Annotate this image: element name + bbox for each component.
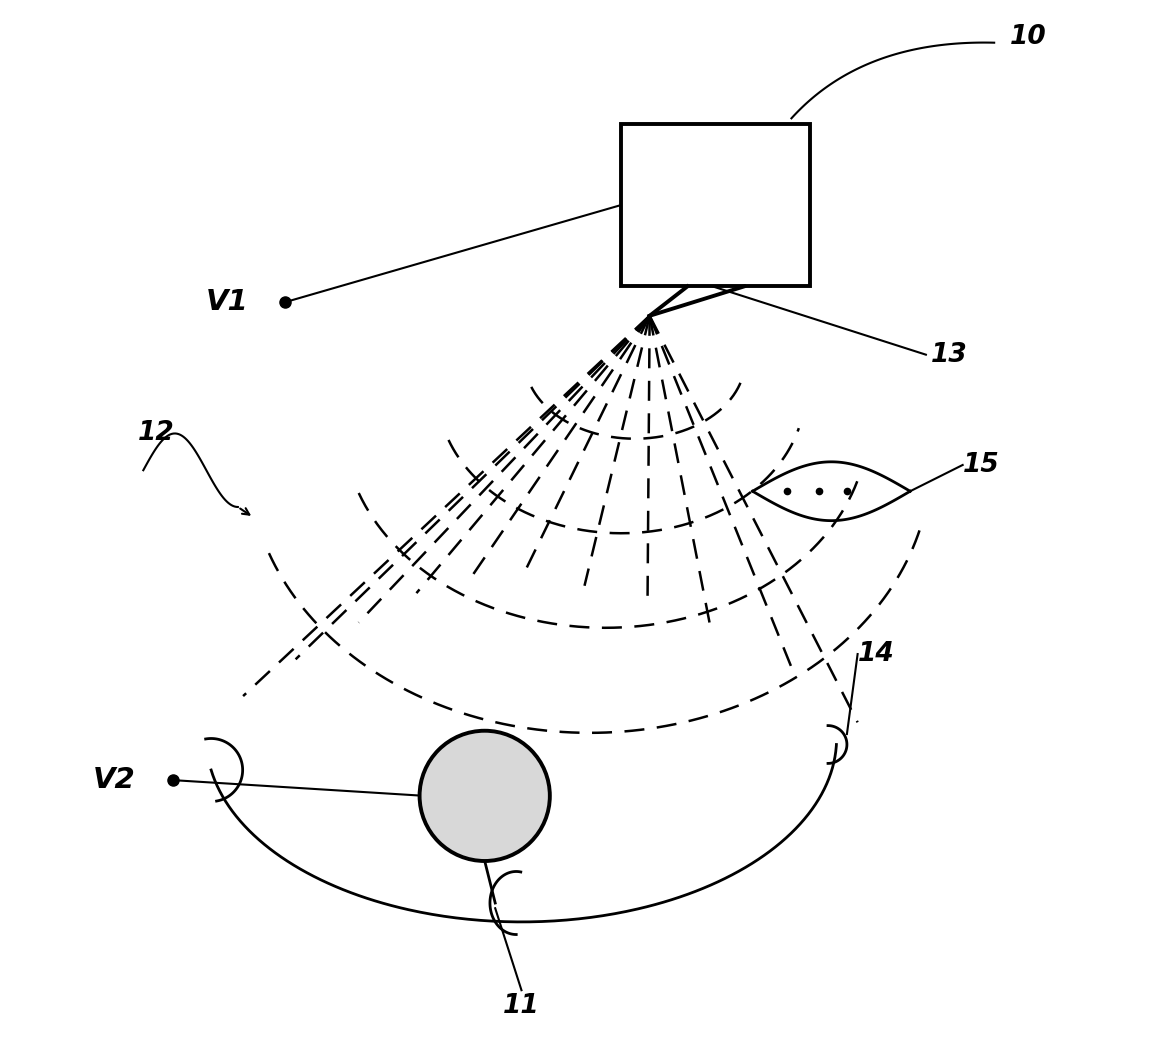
Circle shape — [420, 731, 549, 861]
Text: 14: 14 — [858, 641, 894, 667]
Text: 13: 13 — [932, 342, 968, 367]
Text: 10: 10 — [1010, 24, 1046, 51]
Text: V2: V2 — [94, 766, 136, 794]
Text: 15: 15 — [962, 452, 999, 478]
Text: 11: 11 — [503, 993, 540, 1019]
Bar — [621, 124, 810, 286]
Text: 12: 12 — [138, 420, 175, 447]
Text: V1: V1 — [206, 288, 248, 316]
